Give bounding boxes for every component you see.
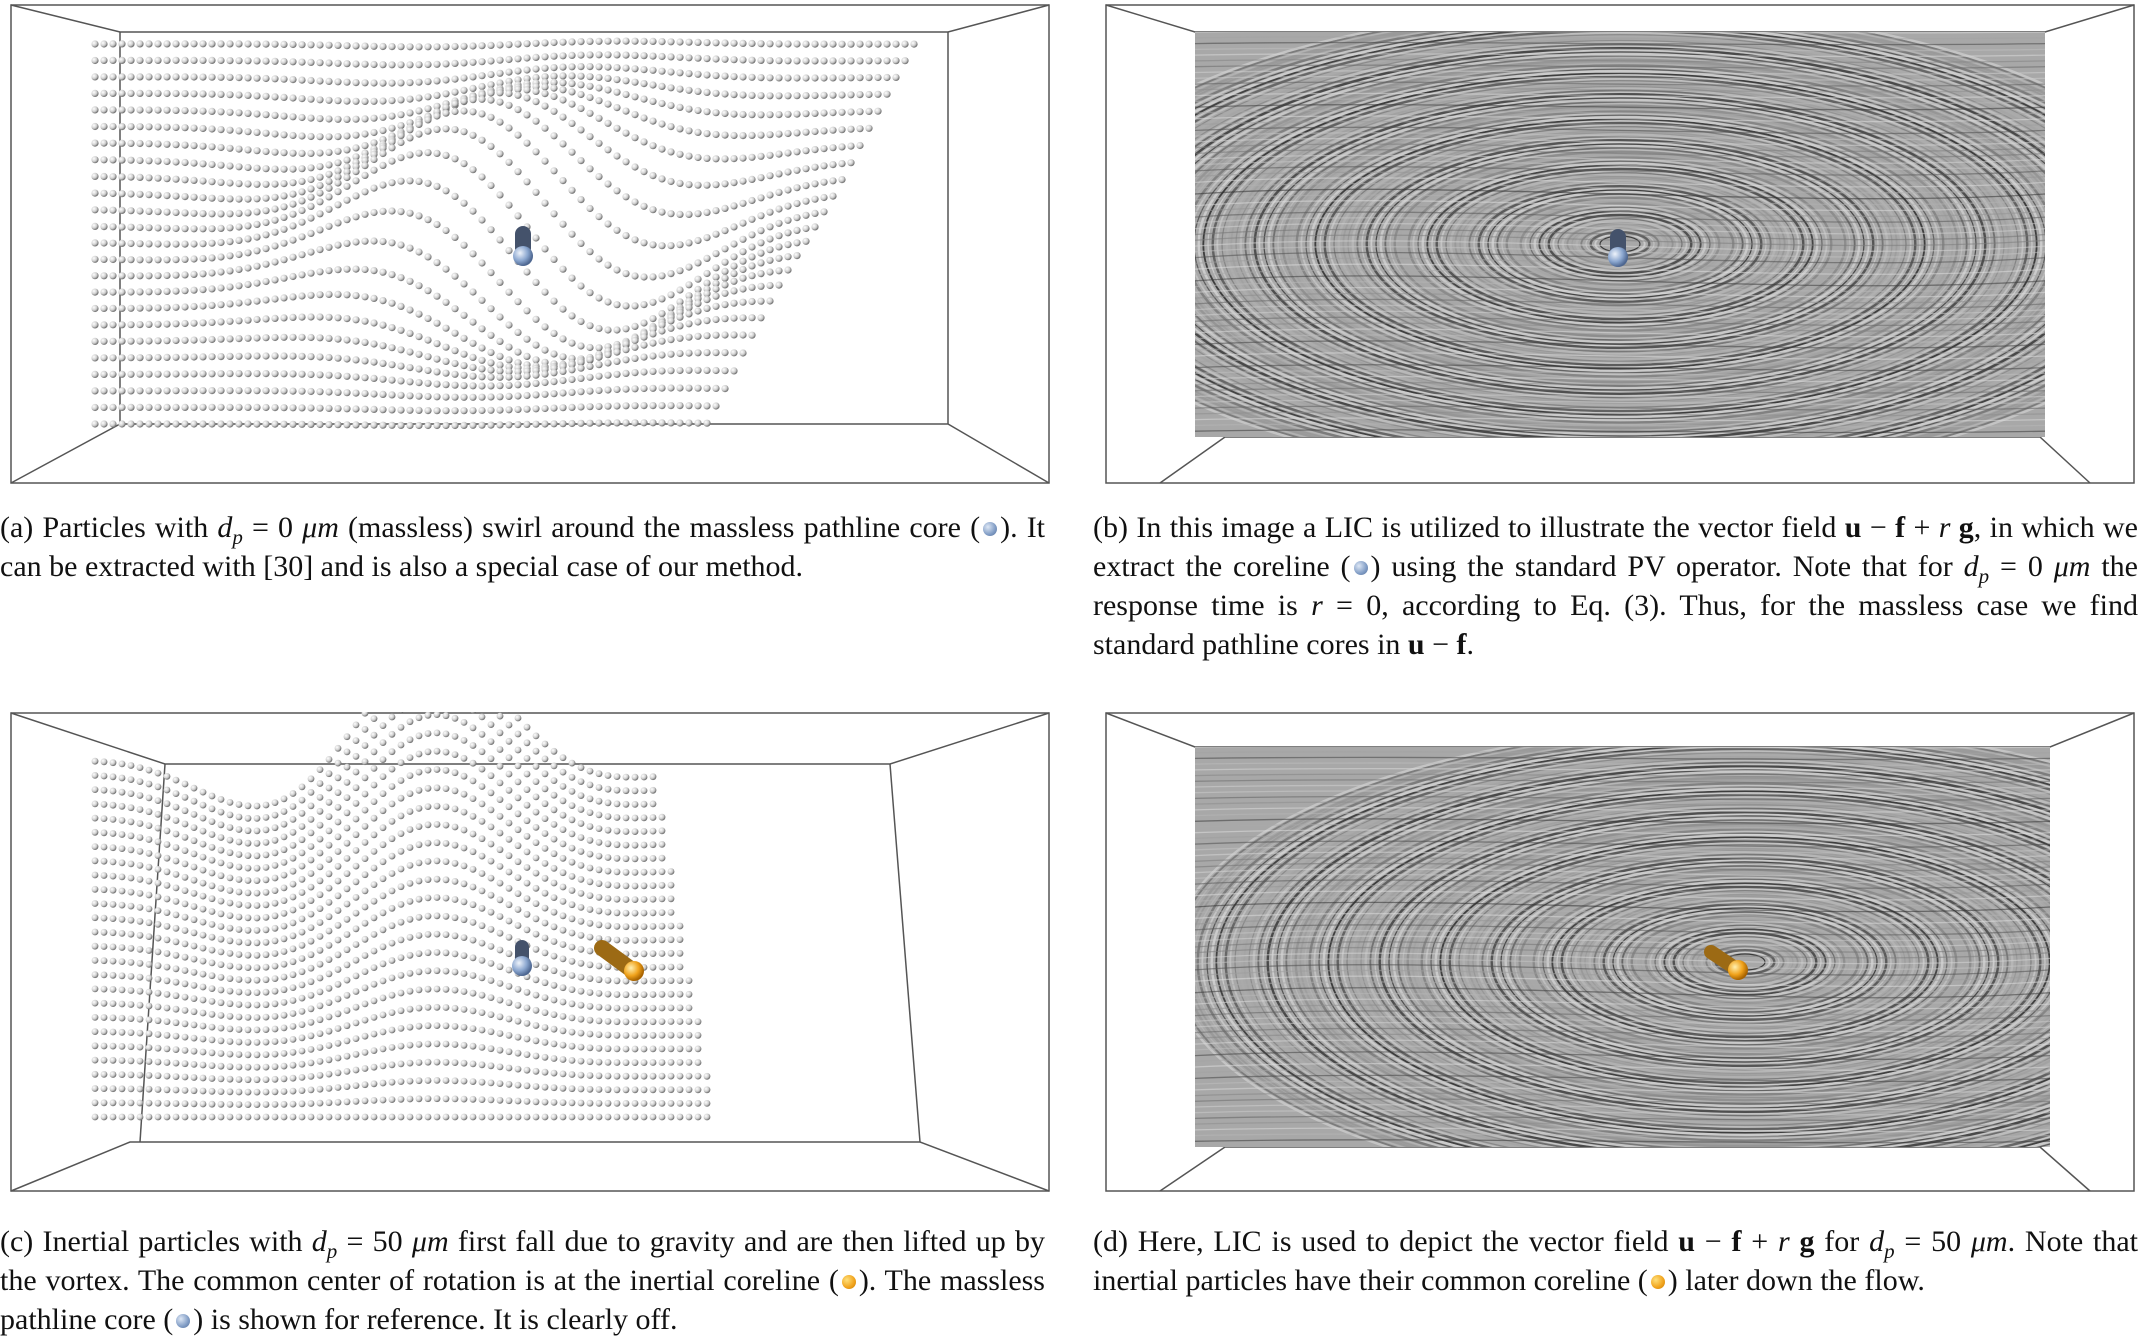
panel-a-figure xyxy=(10,4,1050,484)
blue-dot-icon xyxy=(176,1314,191,1328)
inertial-core-glyph xyxy=(1704,945,1748,980)
inertial-core-glyph xyxy=(594,940,644,981)
panel-c-figure xyxy=(10,712,1050,1192)
panel-b-figure xyxy=(1105,4,2135,484)
massless-core-glyph xyxy=(513,226,533,266)
caption-d: (d) Here, LIC is used to depict the vect… xyxy=(1093,1225,2139,1297)
caption-label: (c) xyxy=(0,1225,34,1258)
lic-streaks xyxy=(1195,747,2050,1147)
massless-core-glyph xyxy=(1608,229,1628,267)
particle-cloud xyxy=(91,37,918,430)
bounding-box-frame xyxy=(10,4,1050,484)
particle-cloud xyxy=(91,712,711,1121)
caption-c: (c) Inertial particles with dp = 50 μm f… xyxy=(0,1225,1045,1336)
blue-dot-icon xyxy=(1353,561,1368,575)
caption-b: (b) In this image a LIC is utilized to i… xyxy=(1093,511,2138,661)
orange-dot-icon xyxy=(1650,1275,1665,1289)
caption-label: (a) xyxy=(0,511,34,544)
caption-a: (a) Particles with dp = 0 μm (massless) … xyxy=(0,511,1046,583)
orange-dot-icon xyxy=(841,1275,856,1289)
caption-label: (d) xyxy=(1093,1225,1128,1258)
caption-label: (b) xyxy=(1093,511,1128,544)
panel-d-figure xyxy=(1105,712,2135,1192)
blue-dot-icon xyxy=(983,522,998,536)
massless-core-glyph xyxy=(512,940,532,976)
lic-streaks xyxy=(1195,32,2045,437)
